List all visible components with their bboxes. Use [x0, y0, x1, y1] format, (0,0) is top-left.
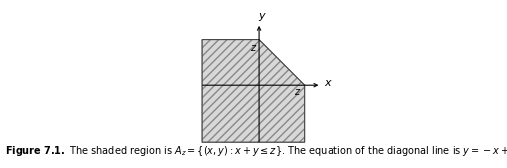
Polygon shape [202, 40, 305, 142]
Text: z: z [249, 43, 255, 53]
Text: x: x [324, 78, 331, 88]
Text: z: z [294, 87, 299, 97]
Text: $\bf{Figure\ 7.1.}$ The shaded region is $A_z = \{(x,y): x+y \leq z\}$. The equa: $\bf{Figure\ 7.1.}$ The shaded region is… [5, 144, 507, 158]
Text: y: y [258, 11, 265, 21]
